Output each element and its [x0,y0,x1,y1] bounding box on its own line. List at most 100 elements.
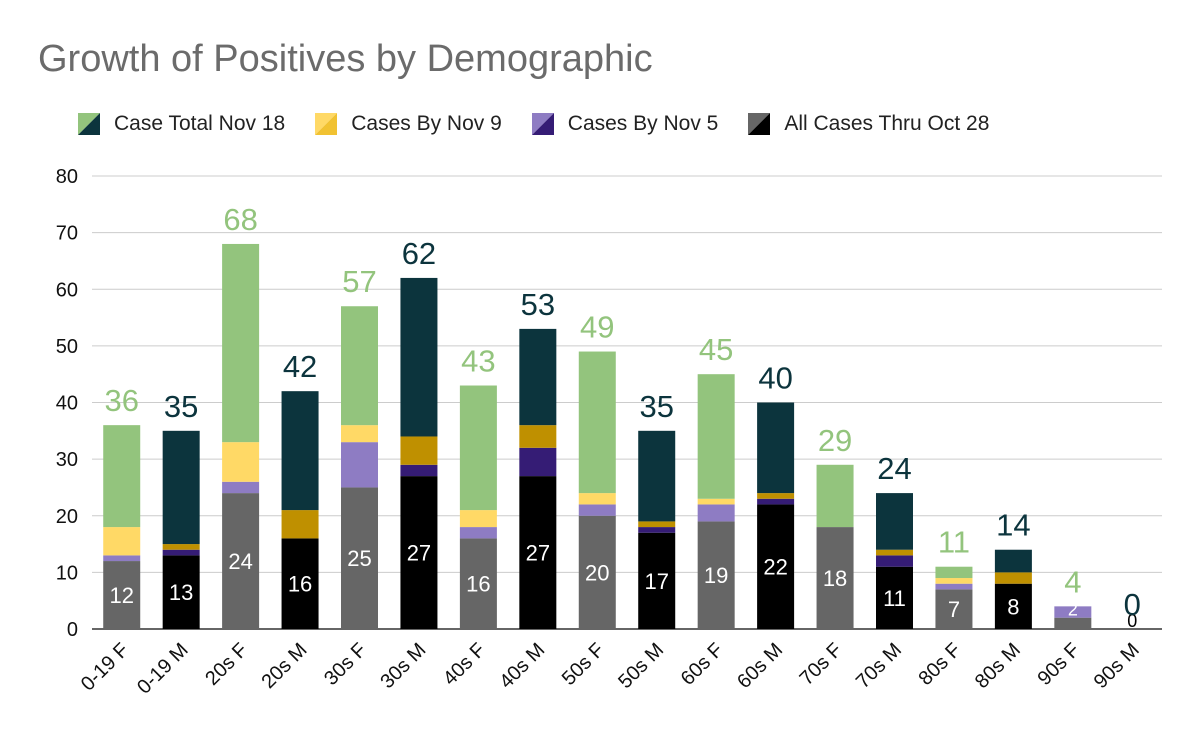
base-value-label: 0 [1127,611,1137,631]
base-value-label: 12 [109,583,133,608]
bar-segment [935,566,973,579]
bar-segment [697,521,735,629]
legend-label-case-total: Case Total Nov 18 [114,112,286,135]
bar-segment [519,425,557,448]
x-tick-label: 20s F [201,639,252,690]
legend-swatch-case-total [78,113,100,135]
bar-segment [341,487,378,629]
bar-segment [400,476,438,629]
bar-segment [459,538,497,629]
bar-segment [1054,617,1092,629]
x-tick-label: 30s F [320,639,371,690]
x-tick-label: 80s F [915,639,966,690]
legend-label-oct-28: All Cases Thru Oct 28 [784,112,990,135]
y-tick-label: 60 [56,279,78,301]
bar-segment [519,447,557,477]
base-value-label: 24 [228,549,252,574]
base-value-label: 18 [823,566,847,591]
bar-segment [935,589,973,629]
bar-segment [757,498,795,505]
x-tick-label: 80s M [971,639,1025,693]
bar-segment [1054,606,1092,618]
bar-segment [400,277,438,437]
y-tick-label: 80 [56,166,78,188]
base-value-label: 17 [644,569,668,594]
x-tick-label: 40s F [439,639,490,690]
bar-segment [103,527,141,556]
base-value-label: 2 [1068,600,1078,620]
total-value-label: 36 [104,383,138,418]
x-tick-label: 40s M [495,639,549,693]
x-tick-label: 70s M [852,639,906,693]
x-tick-label: 50s M [614,639,668,693]
total-value-label: 35 [639,389,673,424]
x-tick-label: 90s F [1033,639,1084,690]
total-value-label: 43 [461,344,495,379]
x-tick-label: 90s M [1090,639,1144,693]
total-value-label: 53 [521,287,555,322]
legend-item-cases-by-nov-5: Cases By Nov 5 [531,112,718,136]
bar-segment [697,504,735,522]
bar-segment [638,430,676,522]
bar-segment [341,306,378,426]
x-tick-label: 70s F [796,639,847,690]
bar-segment [876,549,913,556]
bar-segment [281,391,319,511]
legend-label-nov-9: Cases By Nov 9 [351,112,502,135]
total-value-label: 57 [342,264,376,299]
bar-segment [757,504,795,629]
legend-item-cases-by-nov-9: Cases By Nov 9 [315,112,502,136]
legend: Case Total Nov 18 Cases By Nov 9 Cases B… [78,112,1019,136]
bar-segment [222,243,260,443]
bar-segment [935,583,973,590]
chart-title: Growth of Positives by Demographic [38,38,653,80]
total-value-label: 45 [699,332,733,367]
base-value-label: 25 [347,546,371,571]
x-tick-label: 50s F [558,639,609,690]
y-tick-label: 0 [67,619,78,641]
y-tick-label: 40 [56,393,78,415]
y-tick-label: 50 [56,336,78,358]
bar-segment [816,527,854,629]
base-value-label: 27 [526,541,550,566]
bar-segment [994,572,1032,584]
bar-segment [400,436,438,465]
base-value-label: 16 [288,572,312,597]
bar-segment [578,504,616,516]
bar-segment [459,527,497,539]
total-value-label: 49 [580,310,614,345]
bar-segment [519,476,557,629]
base-value-label: 27 [407,541,431,566]
legend-swatch-nov-9 [315,113,338,135]
bar-segment [341,442,378,488]
base-value-label: 13 [169,580,193,605]
bar-segment [222,493,260,629]
base-value-label: 16 [466,572,490,597]
total-value-label: 62 [402,236,436,271]
x-tick-label: 0-19 M [133,639,193,699]
base-value-label: 22 [763,555,787,580]
bar-segment [162,555,200,629]
total-value-label: 42 [283,349,317,384]
bar-segment [697,498,735,505]
total-value-label: 0 [1124,587,1141,622]
bar-segment [994,549,1032,573]
bar-segment [578,493,616,505]
y-tick-label: 10 [56,562,78,584]
total-value-label: 35 [164,389,198,424]
x-tick-label: 60s F [677,639,728,690]
total-value-label: 24 [877,451,911,486]
base-value-label: 11 [883,586,906,611]
bar-segment [162,544,200,550]
total-value-label: 4 [1064,564,1081,599]
legend-item-all-cases-oct-28: All Cases Thru Oct 28 [748,112,989,136]
bar-segment [578,351,616,494]
base-value-label: 20 [585,560,609,585]
bar-segment [519,328,557,426]
bar-segment [876,555,913,567]
base-value-label: 8 [1007,594,1019,619]
bar-segment [103,425,141,528]
y-tick-label: 20 [56,506,78,528]
bar-segment [578,515,616,629]
